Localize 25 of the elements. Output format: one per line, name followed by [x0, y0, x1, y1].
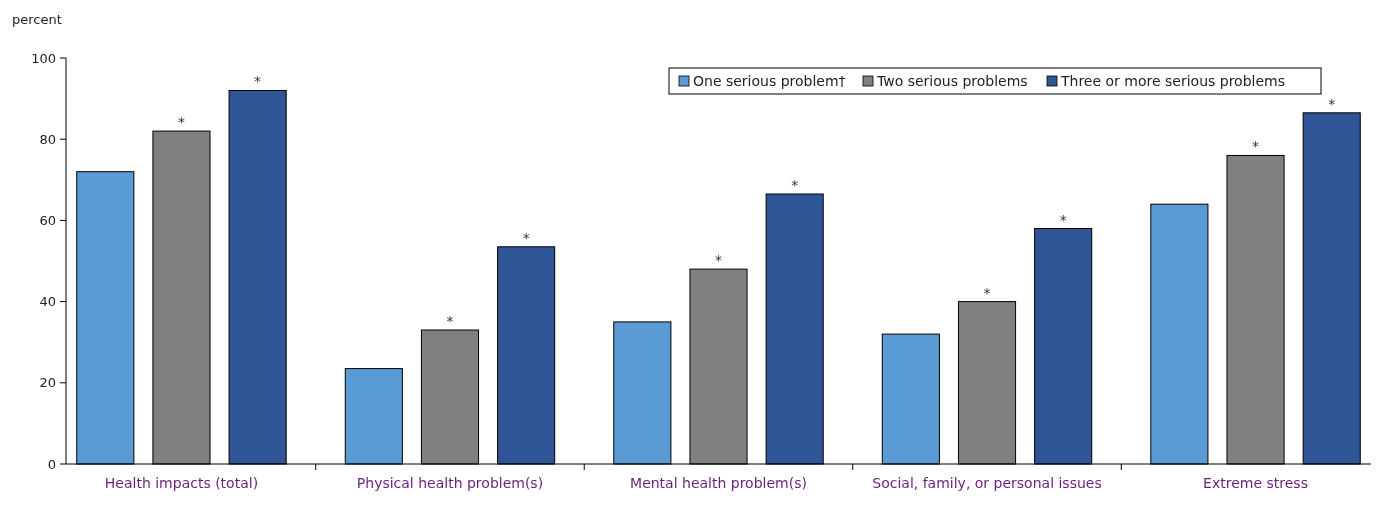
x-tick-label: Extreme stress: [1203, 475, 1308, 491]
data-label: *: [446, 313, 454, 330]
y-tick-label: 20: [39, 375, 56, 391]
y-tick-label: 80: [39, 131, 56, 147]
data-label: *: [1059, 211, 1067, 228]
x-tick-label: Social, family, or personal issues: [872, 475, 1102, 491]
legend-label: Two serious problems: [876, 73, 1028, 89]
y-tick-label: 100: [31, 50, 56, 66]
x-tick-label: Physical health problem(s): [356, 475, 544, 491]
data-label: *: [791, 177, 799, 194]
data-label: *: [1328, 95, 1336, 112]
data-label: *: [522, 229, 530, 246]
data-label: *: [254, 73, 262, 90]
y-tick-label: 40: [39, 294, 56, 310]
x-tick-label: Mental health problem(s): [630, 475, 807, 491]
x-tick-label: Health impacts (total): [104, 475, 259, 491]
y-tick-label: 0: [47, 456, 56, 472]
y-axis-title: percent: [12, 12, 62, 27]
data-label: *: [177, 114, 185, 131]
legend-label: Three or more serious problems: [1060, 73, 1285, 89]
data-label: *: [1252, 138, 1260, 155]
data-label: *: [983, 284, 991, 301]
legend-label: One serious problem†: [693, 73, 846, 89]
y-tick-label: 60: [39, 212, 56, 228]
data-label: *: [715, 252, 722, 269]
